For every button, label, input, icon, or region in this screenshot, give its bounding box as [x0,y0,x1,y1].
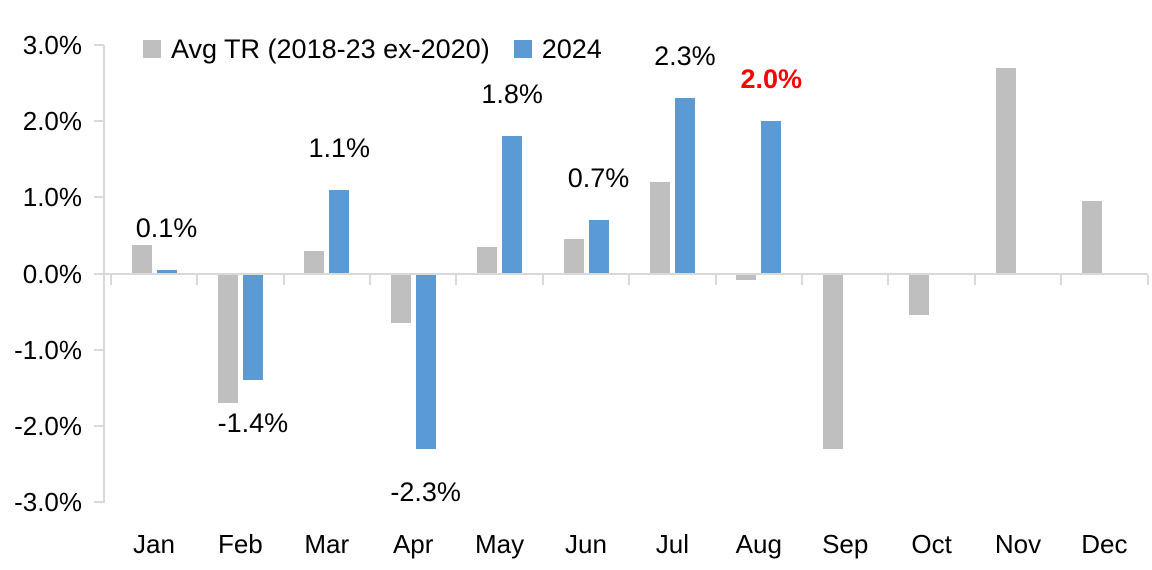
x-axis-label: Jun [565,529,607,559]
x-axis-tick [1060,274,1063,285]
bar-avg-tr [477,246,498,274]
legend-swatch-icon [513,40,532,58]
bar-avg-tr [909,273,930,316]
x-axis-tick [455,274,458,285]
x-axis-tick [109,274,112,285]
x-axis-label: Jan [133,529,175,559]
data-label: 2.0% [740,64,803,95]
bar-2024 [674,98,695,274]
bar-avg-tr [649,182,670,274]
x-axis-tick [887,274,890,285]
bar-2024 [415,273,436,449]
x-axis-label: Dec [1081,529,1128,559]
x-axis-label: May [475,529,525,559]
x-axis-tick [628,274,631,285]
bar-avg-tr [995,67,1016,274]
y-axis-tick [94,272,104,275]
x-axis-tick [714,274,717,285]
bar-avg-tr [1081,201,1102,274]
y-axis-tick [94,44,104,46]
y-axis-tick [94,120,104,123]
y-axis-label: -2.0% [14,410,82,441]
y-axis-label: 2.0% [22,106,82,137]
y-axis-tick [94,501,104,504]
x-axis-label: Sep [822,529,869,559]
data-label: 1.8% [481,79,543,110]
x-axis-label: Oct [911,529,952,559]
y-axis-tick [94,196,104,199]
bar-2024 [502,136,523,274]
legend-label: Avg TR (2018-23 ex-2020) [171,34,490,64]
data-label: 2.3% [654,41,716,72]
x-axis-label: Jul [655,529,689,559]
bar-avg-tr [736,273,757,280]
y-axis-tick [94,424,104,427]
bar-avg-tr [822,273,843,449]
bar-avg-tr [217,273,238,403]
legend-label: 2024 [541,34,602,64]
data-label: -2.3% [390,476,461,507]
x-axis-label: Feb [217,529,263,559]
x-axis-label: Aug [735,529,782,559]
bar-avg-tr [563,239,584,274]
x-axis-tick [369,274,371,285]
bar-avg-tr [131,244,152,274]
x-axis-tick [1146,274,1149,285]
data-label: 0.1% [135,212,198,243]
x-axis-label: Mar [304,529,350,559]
x-axis-tick [973,274,976,285]
legend-swatch-icon [143,40,161,58]
y-axis-label: 3.0% [22,30,82,60]
bar-2024 [242,273,263,381]
bar-avg-tr [304,250,325,274]
bar-2024 [761,121,782,274]
y-axis-label: 0.0% [22,258,82,289]
data-label: -1.4% [217,408,289,439]
data-label: 1.1% [308,132,371,163]
bar-2024 [588,220,609,274]
x-axis-tick [541,274,544,285]
x-axis-tick [196,274,199,285]
legend-item: 2024 [513,34,602,64]
chart-legend: Avg TR (2018-23 ex-2020) 2024 [143,34,602,64]
y-axis-tick [94,348,104,351]
bar-2024 [156,269,177,274]
legend-item: Avg TR (2018-23 ex-2020) [143,34,490,64]
y-axis-label: -1.0% [14,334,82,365]
x-axis-label: Nov [994,529,1042,559]
y-axis-label: -3.0% [14,487,82,518]
x-axis-line [94,272,1148,275]
y-axis-label: 1.0% [22,182,82,213]
x-axis-tick [282,274,285,285]
x-axis-tick [801,274,803,285]
x-axis-label: Apr [392,529,434,559]
bar-2024 [329,189,350,274]
bar-avg-tr [390,273,411,323]
data-label: 0.7% [567,163,630,194]
